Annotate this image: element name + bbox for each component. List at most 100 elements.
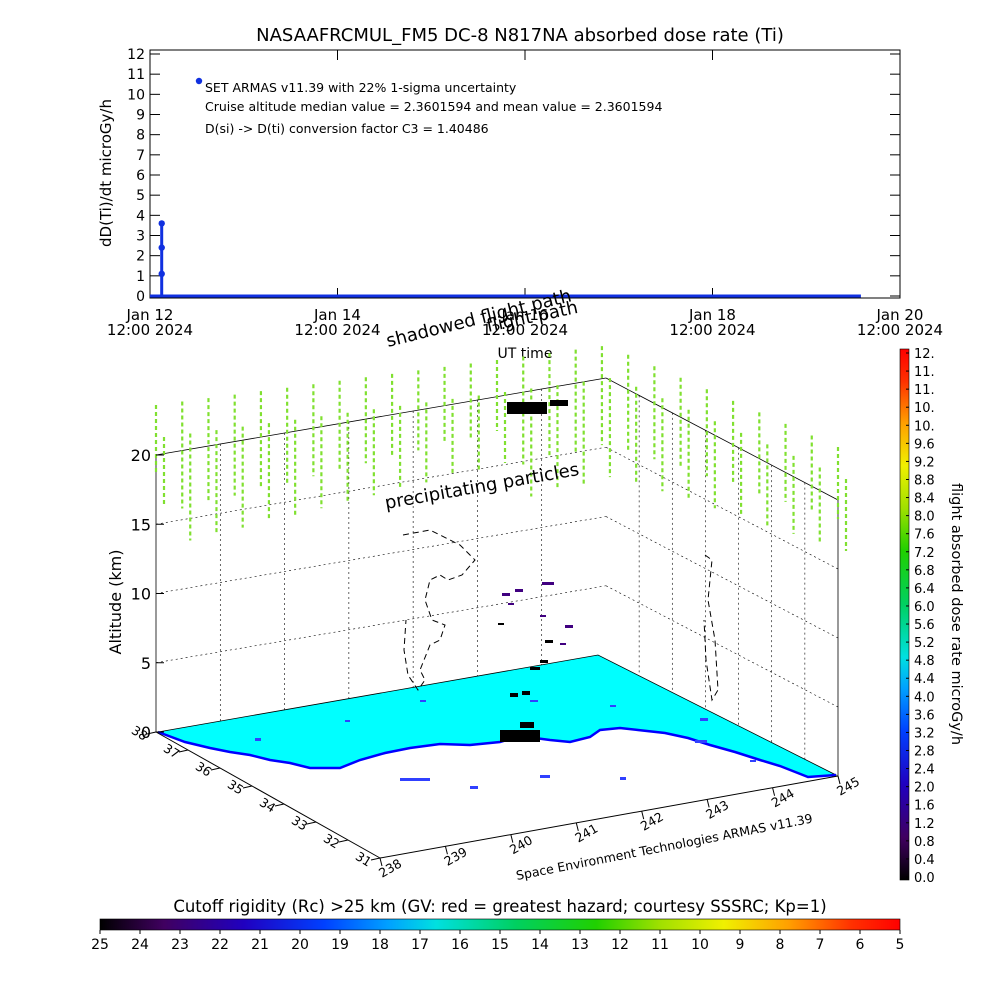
rigidity-colorbar-tick-label: 6: [856, 937, 865, 953]
x-tick-label-date: Jan 18: [688, 306, 736, 324]
dose-rate-colorbar-tick-label: 0.0: [914, 871, 935, 886]
dose-rate-colorbar-tick-label: 2.8: [914, 745, 935, 760]
latitude-tick-label: 31: [353, 848, 374, 869]
altitude-tick-label: 20: [131, 446, 151, 465]
y-tick-label: 3: [136, 229, 145, 245]
dose-rate-colorbar-tick-label: 7.2: [914, 546, 935, 561]
x-tick-label-date: Jan 12: [126, 306, 174, 324]
dose-rate-colorbar-label: flight absorbed dose rate microGy/h: [948, 483, 964, 745]
y-tick-label: 1: [136, 269, 145, 285]
dose-rate-colorbar-tick-label: 3.6: [914, 708, 935, 723]
dose-rate-colorbar-tick-label: 6.4: [914, 582, 935, 597]
rigidity-colorbar-tick-label: 22: [211, 937, 229, 953]
wall-grid-line: [155, 516, 607, 594]
rigidity-colorbar-tick-label: 14: [531, 937, 549, 953]
dose-rate-colorbar-tick-label: 12.: [914, 347, 935, 362]
latitude-tick: [274, 803, 285, 807]
altitude-tick-label: 5: [141, 654, 151, 673]
altitude-axis-label: Altitude (km): [106, 550, 125, 655]
x-tick-label-time: 12:00 2024: [294, 321, 380, 339]
rigidity-colorbar-tick-label: 21: [251, 937, 269, 953]
dose-rate-colorbar-tick-label: 4.4: [914, 672, 935, 687]
dose-rate-colorbar-tick-label: 9.2: [914, 455, 935, 470]
top-series-layer: [150, 220, 861, 298]
latitude-tick-label: 38: [129, 722, 150, 743]
wall-grid: [155, 389, 839, 760]
y-tick-label: 4: [136, 208, 145, 224]
top-y-axis-label: dD(Ti)/dt microGy/h: [97, 99, 115, 247]
dose-rate-colorbar-tick-label: 7.6: [914, 528, 935, 543]
latitude-tick-label: 33: [289, 812, 310, 833]
dose-rate-colorbar-tick-label: 5.2: [914, 636, 935, 651]
rigidity-colorbar-tick-label: 11: [651, 937, 669, 953]
scene-axes: [155, 731, 839, 859]
rigidity-colorbar-tick-label: 13: [571, 937, 589, 953]
x-tick-label-time: 12:00 2024: [857, 321, 943, 339]
legend-marker: [195, 77, 203, 85]
latitude-tick: [210, 767, 221, 771]
dose-rate-colorbar-tick-label: 9.6: [914, 437, 935, 452]
dose-rate-point: [158, 270, 165, 278]
rigidity-colorbar-tick-label: 25: [91, 937, 109, 953]
latitude-tick: [242, 785, 253, 789]
x-tick-label-time: 12:00 2024: [482, 321, 568, 339]
dose-rate-colorbar-tick-label: 8.8: [914, 473, 935, 488]
dose-rate-colorbar-tick-label: 6.8: [914, 564, 935, 579]
rigidity-colorbar-tick-label: 20: [291, 937, 309, 953]
dose-rate-colorbar: 12. 11. 11. 10. 10. 9.6 9.2 8.8 8.4 8.0 7.6 7.2 6.8 6…: [899, 347, 964, 886]
dose-rate-colorbar-tick-label: 2.0: [914, 781, 935, 796]
rigidity-colorbar-tick-label: 17: [411, 937, 429, 953]
rigidity-colorbar-tick-label: 12: [611, 937, 629, 953]
y-tick-label: 10: [127, 87, 145, 103]
latitude-tick: [370, 857, 381, 861]
dose-rate-colorbar-tick-label: 11.: [914, 383, 935, 398]
longitude-tick: [444, 846, 448, 855]
dose-rate-colorbar-tick-label: 4.8: [914, 654, 935, 669]
rigidity-colorbar-gradient: [99, 918, 901, 931]
longitude-tick: [510, 834, 514, 843]
dose-rate-point: [158, 244, 165, 251]
rigidity-colorbar-tick-label: 9: [736, 937, 745, 953]
wall-grid-line: [605, 516, 839, 639]
dose-rate-colorbar-tick-label: 0.4: [914, 853, 935, 868]
wall-grid-line: [605, 585, 839, 708]
dose-rate-colorbar-tick-label: 4.0: [914, 690, 935, 705]
dose-rate-colorbar-tick-label: 3.2: [914, 726, 935, 741]
purple-markers: [502, 582, 573, 645]
annotation-conversion: D(si) -> D(ti) conversion factor C3 = 1.…: [205, 121, 489, 136]
rigidity-colorbar: Cutoff rigidity (Rc) >25 km (GV: red = g…: [91, 897, 904, 953]
y-tick-label: 7: [136, 148, 145, 164]
latitude-tick: [306, 821, 317, 825]
rigidity-colorbar-tick-label: 8: [776, 937, 785, 953]
rigidity-colorbar-tick-label: 10: [691, 937, 709, 953]
dark-markers: [498, 400, 568, 742]
x-tick-label-date: Jan 20: [876, 306, 924, 324]
longitude-tick: [641, 811, 645, 820]
latitude-tick-label: 37: [161, 740, 182, 761]
precipitating-particles-field: [154, 346, 848, 551]
dose-rate-colorbar-tick-label: 5.6: [914, 618, 935, 633]
x-tick-label-date: Jan 16: [501, 306, 549, 324]
dose-rate-colorbar-tick-label: 6.0: [914, 600, 935, 615]
y-tick-label: 8: [136, 128, 145, 144]
y-tick-label: 2: [136, 249, 145, 265]
dose-rate-colorbar-ticks: 12. 11. 11. 10. 10. 9.6 9.2 8.8 8.4 8.0 7.6 7.2 6.8 6…: [906, 347, 935, 886]
dose-rate-colorbar-tick-label: 10.: [914, 401, 935, 416]
top-chart-title: NASAAFRCMUL_FM5 DC-8 N817NA absorbed dos…: [256, 25, 784, 46]
longitude-tick: [575, 822, 579, 831]
y-tick-label: 6: [136, 168, 145, 184]
latitude-tick-label: 35: [225, 776, 246, 797]
wall-grid-line: [605, 446, 839, 570]
rigidity-colorbar-tick-label: 7: [816, 937, 825, 953]
rigidity-colorbar-tick-label: 24: [131, 937, 149, 953]
latitude-tick: [146, 731, 157, 735]
flight-path-dashed-right: [703, 554, 719, 702]
dose-rate-colorbar-tick-label: 11.: [914, 365, 935, 380]
dose-rate-colorbar-tick-label: 2.4: [914, 763, 935, 778]
top-x-axis-label: UT time: [498, 346, 553, 362]
x-tick-label-date: Jan 14: [313, 306, 361, 324]
altitude-tick-label: 0: [141, 723, 151, 742]
